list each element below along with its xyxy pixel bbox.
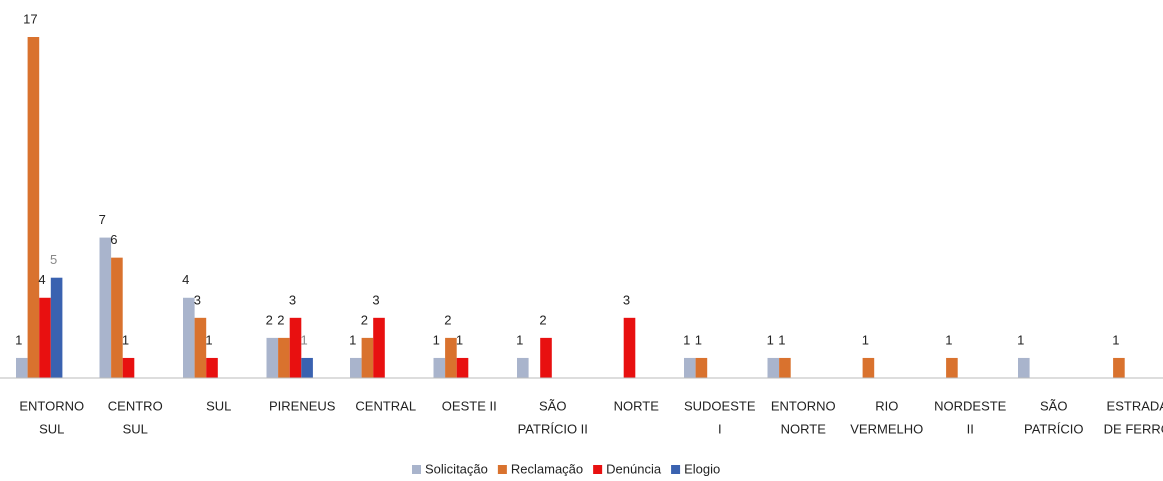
value-label: 4: [182, 272, 189, 287]
x-tick-label: DE FERRO: [1104, 421, 1163, 436]
x-tick-label: CENTRAL: [355, 398, 416, 413]
value-label: 2: [539, 312, 546, 327]
x-tick-label: PATRÍCIO: [1024, 421, 1083, 436]
value-label: 1: [205, 332, 212, 347]
bar: [350, 357, 362, 378]
bar: [27, 37, 40, 378]
bar: [623, 317, 636, 378]
bar: [206, 357, 218, 378]
value-label: 1: [300, 332, 307, 347]
bar: [779, 357, 791, 378]
bar: [946, 357, 958, 378]
value-label: 5: [50, 252, 57, 267]
x-tick-label: ENTORNO: [19, 398, 84, 413]
value-label: 1: [695, 332, 702, 347]
value-label: 1: [349, 332, 356, 347]
x-tick-label: ESTRADA: [1107, 398, 1163, 413]
bar: [517, 357, 529, 378]
x-tick-label: CENTRO: [108, 398, 163, 413]
bar: [445, 337, 457, 378]
value-label: 3: [289, 292, 296, 307]
legend-swatch: [593, 465, 603, 474]
x-tick-label: SUL: [123, 421, 148, 436]
bar: [289, 317, 302, 378]
legend-label: Reclamação: [511, 461, 583, 476]
bar: [695, 357, 708, 378]
value-label: 7: [99, 212, 106, 227]
legend-swatch: [497, 465, 507, 474]
bar: [39, 297, 51, 378]
value-label: 1: [15, 332, 22, 347]
x-tick-label: I: [718, 421, 722, 436]
x-tick-label: PIRENEUS: [269, 398, 336, 413]
bar: [373, 317, 385, 378]
x-tick-label: SÃO: [539, 398, 566, 413]
legend-swatch: [671, 465, 681, 474]
value-label: 1: [1017, 332, 1024, 347]
value-label: 1: [122, 332, 129, 347]
bar: [99, 237, 112, 378]
legend-label: Elogio: [684, 461, 720, 476]
value-label: 3: [194, 292, 201, 307]
x-tick-label: VERMELHO: [850, 421, 923, 436]
bar: [456, 357, 469, 378]
x-tick-label: II: [967, 421, 974, 436]
x-tick-label: PATRÍCIO II: [518, 421, 588, 436]
value-label: 1: [862, 332, 869, 347]
x-tick-label: RIO: [875, 398, 898, 413]
value-label: 17: [23, 11, 37, 26]
bar: [862, 357, 875, 378]
value-label: 3: [623, 292, 630, 307]
bar: [278, 337, 290, 378]
x-tick-label: ENTORNO: [771, 398, 836, 413]
bar: [433, 357, 446, 378]
bar: [1113, 357, 1125, 378]
value-label: 4: [38, 272, 45, 287]
legend-label: Solicitação: [425, 461, 488, 476]
bar: [122, 357, 135, 378]
bar: [266, 337, 279, 378]
bar: [183, 297, 195, 378]
x-tick-label: NORTE: [614, 398, 660, 413]
x-tick-label: SUDOESTE: [684, 398, 756, 413]
value-label: 1: [778, 332, 785, 347]
bar: [361, 337, 374, 378]
value-label: 2: [277, 312, 284, 327]
bar: [301, 357, 313, 378]
x-tick-label: SÃO: [1040, 398, 1067, 413]
bar: [540, 337, 552, 378]
value-label: 1: [945, 332, 952, 347]
value-label: 1: [1112, 332, 1119, 347]
value-label: 6: [110, 232, 117, 247]
x-tick-label: SUL: [206, 398, 231, 413]
bar: [767, 357, 780, 378]
value-label: 2: [444, 312, 451, 327]
x-tick-label: NORTE: [781, 421, 827, 436]
legend-swatch: [412, 465, 421, 474]
value-label: 3: [372, 292, 379, 307]
bar: [111, 257, 123, 378]
x-tick-label: SUL: [39, 421, 64, 436]
bar: [16, 357, 28, 378]
bar: [194, 317, 207, 378]
bar: [1018, 357, 1030, 378]
value-label: 1: [767, 332, 774, 347]
value-label: 1: [516, 332, 523, 347]
x-tick-label: NORDESTE: [934, 398, 1007, 413]
bar: [50, 277, 63, 378]
x-tick-label: OESTE II: [442, 398, 497, 413]
legend-label: Denúncia: [606, 461, 662, 476]
value-label: 1: [456, 332, 463, 347]
value-label: 2: [361, 312, 368, 327]
value-label: 2: [266, 312, 273, 327]
legend: Solicitação Reclamação Denúncia Elogio: [412, 461, 720, 476]
value-label: 1: [433, 332, 440, 347]
bar: [684, 357, 696, 378]
value-label: 1: [683, 332, 690, 347]
